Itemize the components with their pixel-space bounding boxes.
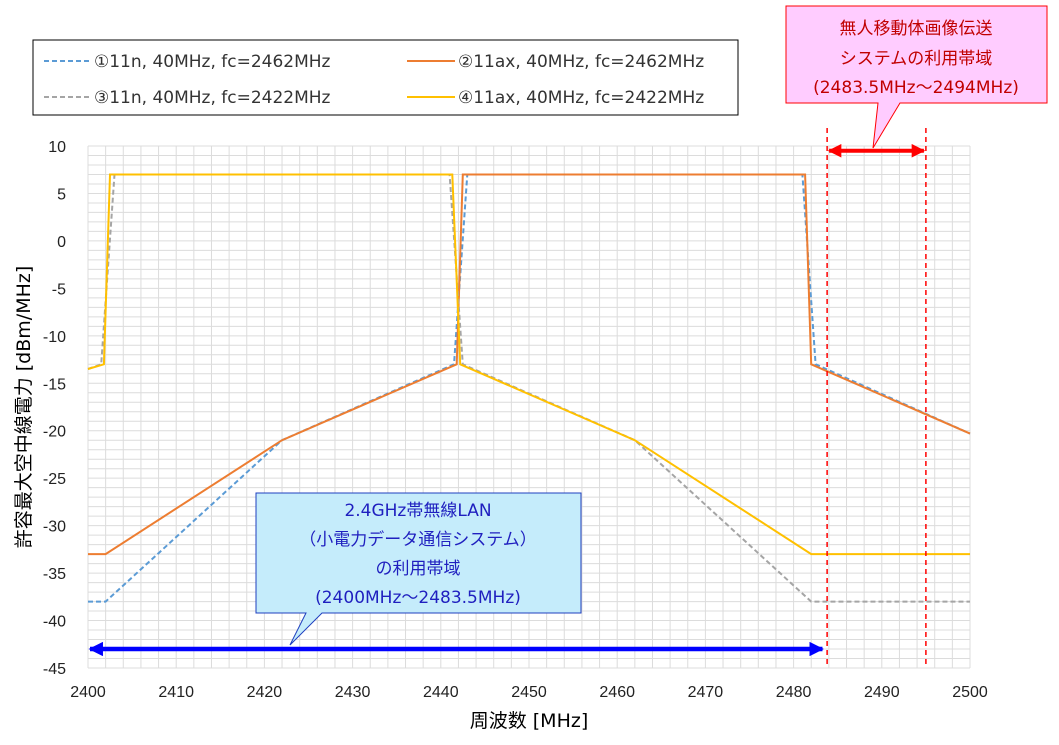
- y-tick-label: -30: [43, 519, 66, 536]
- y-tick-label: -25: [43, 471, 66, 488]
- wlan-callout-box: [255, 492, 582, 646]
- x-tick-label: 2470: [688, 684, 724, 701]
- series-line-4: [87, 173, 970, 556]
- y-tick-label: -15: [43, 376, 66, 393]
- y-tick-label: 10: [48, 139, 66, 156]
- x-tick-label: 2440: [423, 684, 459, 701]
- y-tick-label: -40: [43, 614, 66, 631]
- y-tick-label: -10: [43, 329, 66, 346]
- wlan-callout-line-3: の利用帯域: [376, 559, 461, 579]
- series-line-2: [88, 173, 971, 556]
- x-tick-label: 2490: [864, 684, 900, 701]
- y-tick-label: -20: [43, 424, 66, 441]
- legend-label-3: ③11n, 40MHz, fc=2422MHz: [94, 88, 331, 108]
- drone-callout-line-3: (2483.5MHz～2494MHz): [813, 78, 1019, 98]
- x-tick-label: 2420: [247, 684, 283, 701]
- wlan-callout-line-2: （小電力データ通信システム）: [299, 529, 537, 550]
- legend-box: [32, 39, 739, 116]
- wlan-callout-line-1: 2.4GHz帯無線LAN: [344, 501, 491, 521]
- drone-band-annotation: 無人移動体画像伝送 システムの利用帯域 (2483.5MHz～2494MHz): [785, 5, 1048, 668]
- wlan-band-annotation: 2.4GHz帯無線LAN （小電力データ通信システム） の利用帯域 (2400M…: [88, 492, 824, 657]
- x-tick-label: 2410: [158, 684, 194, 701]
- y-tick-label: -35: [43, 566, 66, 583]
- drone-callout-box: [785, 5, 1048, 149]
- x-tick-label: 2450: [511, 684, 547, 701]
- drone-callout-line-2: システムの利用帯域: [840, 49, 993, 69]
- x-tick-label: 2400: [70, 684, 106, 701]
- y-ticks: 10 5 0 -5 -10 -15 -20 -25 -30 -35 -40 -45: [43, 139, 66, 678]
- legend-label-2: ②11ax, 40MHz, fc=2462MHz: [458, 52, 704, 72]
- y-tick-label: 5: [57, 186, 66, 203]
- legend: ①11n, 40MHz, fc=2462MHz ②11ax, 40MHz, fc…: [32, 39, 739, 116]
- x-tick-label: 2460: [599, 684, 635, 701]
- drone-callout-line-1: 無人移動体画像伝送: [840, 19, 993, 39]
- x-axis-title: 周波数 [MHz]: [470, 710, 589, 732]
- wlan-callout-line-4: (2400MHz～2483.5MHz): [315, 588, 521, 608]
- y-tick-label: 0: [57, 234, 66, 251]
- y-axis-title: 許容最大空中線電力 [dBm/MHz]: [13, 266, 35, 549]
- x-tick-label: 2480: [776, 684, 812, 701]
- legend-label-1: ①11n, 40MHz, fc=2462MHz: [94, 52, 331, 72]
- y-tick-label: -5: [52, 281, 66, 298]
- x-tick-label: 2500: [952, 684, 988, 701]
- series-group: [87, 173, 971, 603]
- y-tick-label: -45: [43, 661, 66, 678]
- legend-label-4: ④11ax, 40MHz, fc=2422MHz: [458, 88, 704, 108]
- x-tick-label: 2430: [335, 684, 371, 701]
- x-ticks: 2400 2410 2420 2430 2440 2450 2460 2470 2480 2490…: [70, 684, 988, 701]
